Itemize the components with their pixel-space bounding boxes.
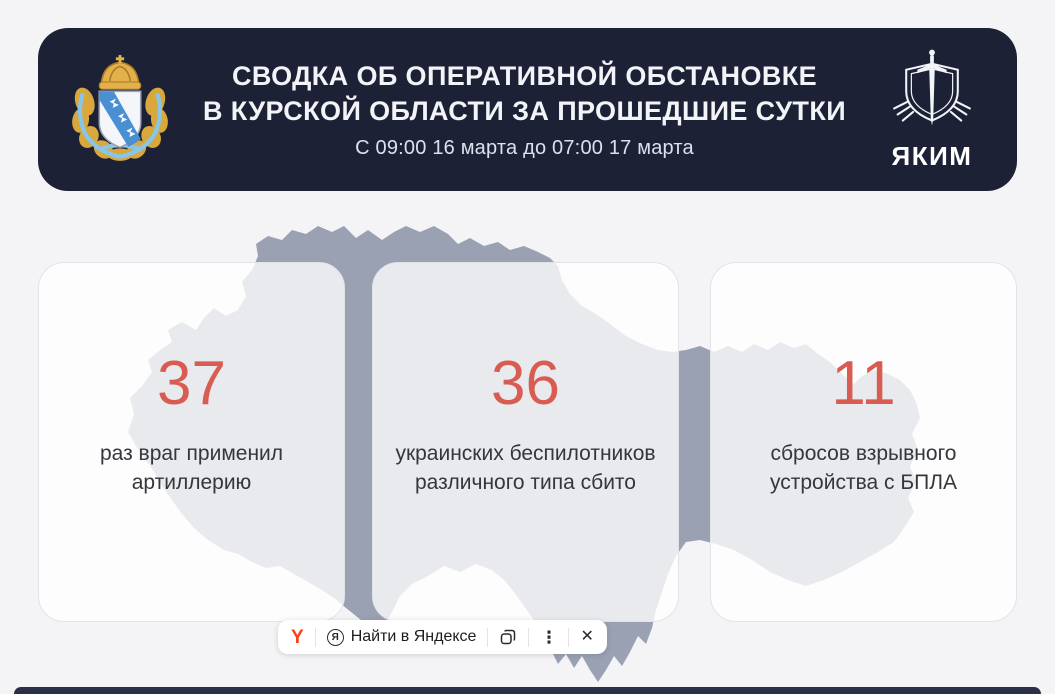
stat-value: 37 (157, 348, 226, 418)
yandex-toolbar: Y Я Найти в Яндексе ⋮ ✕ (278, 620, 607, 654)
stat-card-uav-drops: 11 сбросов взрывного устройства с БПЛА (710, 262, 1017, 622)
find-in-yandex-button[interactable]: Я Найти в Яндексе (326, 628, 477, 646)
toolbar-divider (487, 627, 489, 647)
header-title-block: СВОДКА ОБ ОПЕРАТИВНОЙ ОБСТАНОВКЕ В КУРСК… (176, 59, 873, 160)
stat-label: украинских беспилотников различного типа… (395, 441, 656, 494)
kursk-coat-of-arms (64, 51, 176, 169)
header-title-line1: СВОДКА ОБ ОПЕРАТИВНОЙ ОБСТАНОВКЕ (231, 60, 818, 91)
toolbar-divider (528, 627, 530, 647)
toolbar-divider (314, 627, 316, 647)
toolbar-divider (568, 627, 570, 647)
yandex-search-icon: Я (326, 628, 344, 646)
stat-value: 36 (491, 348, 560, 418)
stat-value: 11 (831, 348, 896, 418)
header-banner: СВОДКА ОБ ОПЕРАТИВНОЙ ОБСТАНОВКЕ В КУРСК… (38, 28, 1017, 191)
kebab-menu-icon[interactable]: ⋮ (540, 627, 558, 647)
stat-card-artillery: 37 раз враг применил артиллерию (38, 262, 345, 622)
yakim-logo-text: ЯКИМ (891, 141, 973, 171)
close-icon[interactable]: ✕ (580, 628, 594, 645)
yandex-logo-icon[interactable]: Y (291, 626, 304, 648)
copy-icon[interactable] (499, 628, 517, 646)
stat-label: сбросов взрывного устройства с БПЛА (769, 441, 958, 494)
header-title-line2: В КУРСКОЙ ОБЛАСТИ ЗА ПРОШЕДШИЕ СУТКИ (202, 95, 847, 126)
stat-label: раз враг применил артиллерию (99, 441, 284, 494)
stat-card-drones-downed: 36 украинских беспилотников различного т… (372, 262, 679, 622)
find-in-yandex-label: Найти в Яндексе (350, 628, 477, 645)
next-slide-edge (14, 687, 1041, 694)
header-subtitle: С 09:00 16 марта до 07:00 17 марта (355, 137, 694, 160)
yakim-logo: ЯКИМ (873, 47, 991, 172)
sword-shield-emblem-icon (893, 49, 971, 126)
kursk-coat-of-arms-icon (72, 54, 168, 161)
